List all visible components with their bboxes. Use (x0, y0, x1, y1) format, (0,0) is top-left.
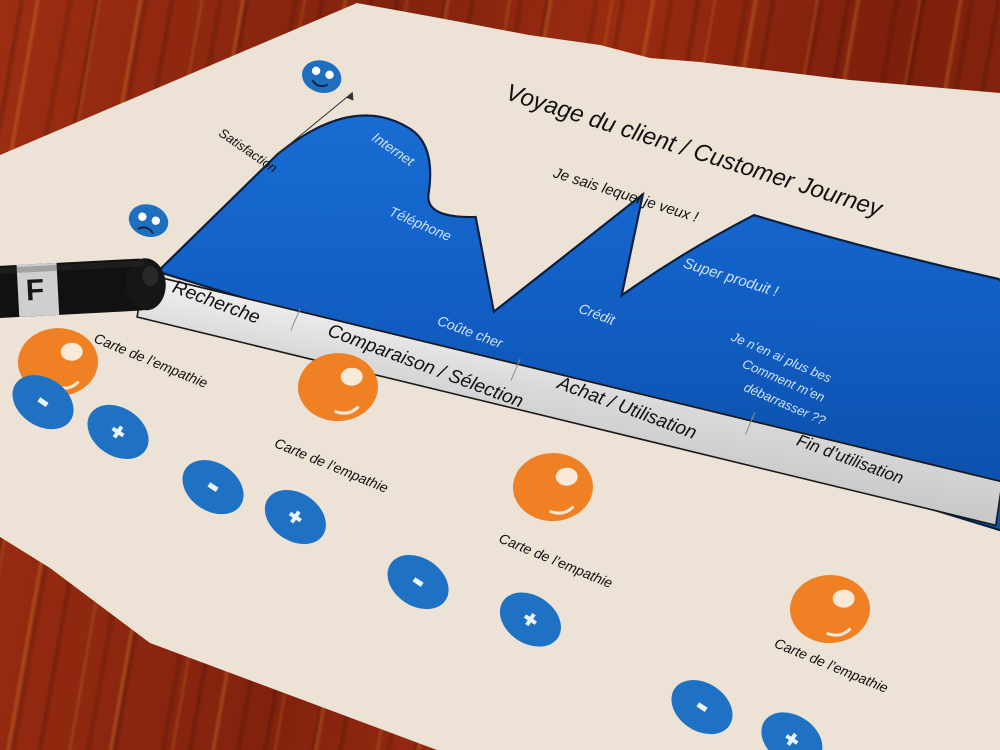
svg-text:F: F (25, 274, 45, 308)
